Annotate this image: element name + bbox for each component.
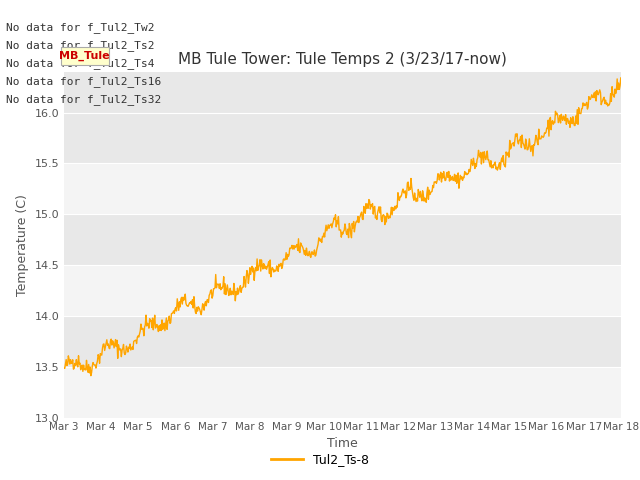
Bar <box>64 164 621 214</box>
Text: MB_Tule: MB_Tule <box>60 50 110 61</box>
Bar <box>64 367 621 418</box>
Text: No data for f_Tul2_Ts32: No data for f_Tul2_Ts32 <box>6 95 162 106</box>
Text: No data for f_Tul2_Tw2: No data for f_Tul2_Tw2 <box>6 22 155 33</box>
Legend: Tul2_Ts-8: Tul2_Ts-8 <box>266 448 374 471</box>
Y-axis label: Temperature (C): Temperature (C) <box>16 194 29 296</box>
X-axis label: Time: Time <box>327 437 358 450</box>
Text: No data for f_Tul2_Ts4: No data for f_Tul2_Ts4 <box>6 58 155 69</box>
Title: MB Tule Tower: Tule Temps 2 (3/23/17-now): MB Tule Tower: Tule Temps 2 (3/23/17-now… <box>178 52 507 67</box>
Text: No data for f_Tul2_Ts16: No data for f_Tul2_Ts16 <box>6 76 162 87</box>
Text: No data for f_Tul2_Ts2: No data for f_Tul2_Ts2 <box>6 40 155 51</box>
Bar <box>64 265 621 316</box>
